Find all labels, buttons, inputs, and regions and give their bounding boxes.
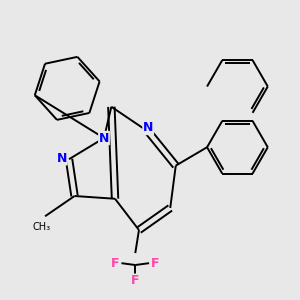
Text: N: N <box>99 131 109 145</box>
Text: F: F <box>131 274 140 287</box>
Text: N: N <box>143 122 153 134</box>
Text: F: F <box>151 257 160 270</box>
Text: N: N <box>56 152 67 165</box>
Text: CH₃: CH₃ <box>32 222 50 232</box>
Text: F: F <box>111 257 119 270</box>
